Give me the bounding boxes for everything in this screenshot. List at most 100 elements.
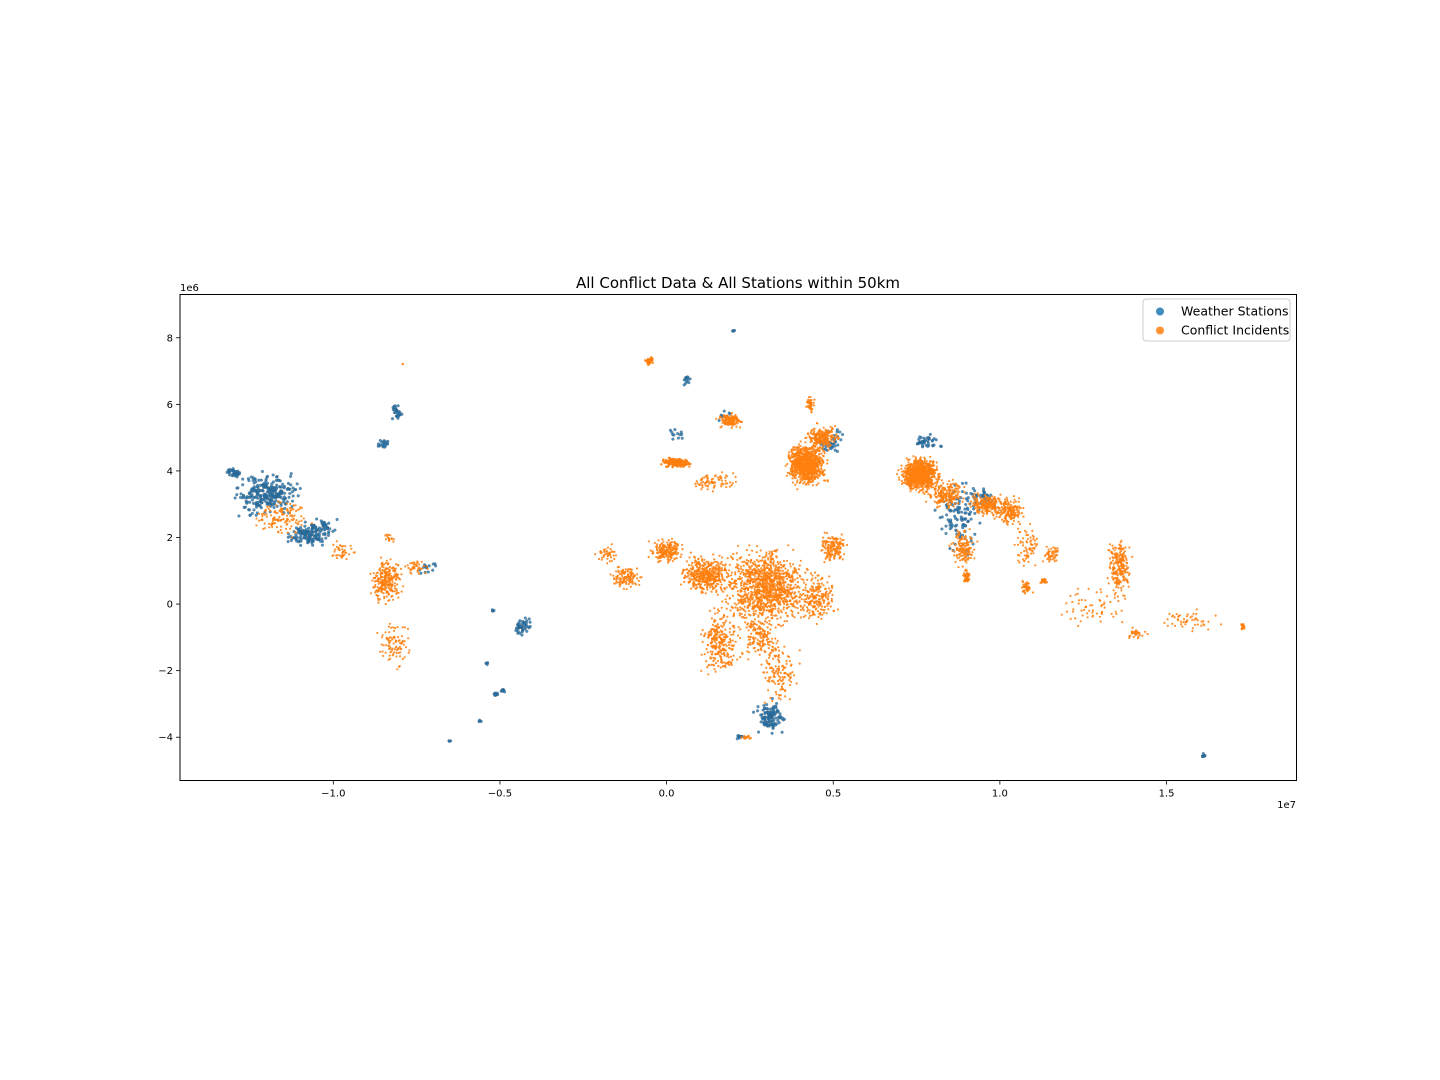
- data-point: [815, 483, 818, 487]
- data-point: [756, 582, 759, 585]
- data-point: [259, 478, 263, 482]
- data-point: [788, 679, 791, 682]
- data-point: [791, 578, 794, 582]
- data-point: [682, 569, 685, 572]
- data-point: [779, 561, 782, 564]
- data-point: [785, 600, 788, 604]
- data-point: [735, 582, 738, 585]
- data-point: [794, 606, 797, 609]
- data-point: [317, 533, 321, 537]
- data-point: [758, 586, 761, 589]
- data-point: [384, 631, 387, 634]
- data-point: [749, 643, 752, 646]
- data-point: [799, 616, 803, 619]
- data-point: [798, 564, 801, 567]
- data-point: [250, 511, 254, 515]
- data-point: [771, 610, 774, 613]
- data-point: [790, 584, 793, 587]
- data-point: [822, 601, 825, 605]
- data-point: [793, 591, 797, 594]
- data-point: [734, 571, 737, 574]
- data-point: [391, 580, 394, 583]
- data-point: [724, 568, 727, 572]
- data-point: [841, 432, 845, 437]
- data-point: [378, 438, 382, 443]
- data-point: [754, 585, 757, 588]
- data-point: [750, 586, 753, 590]
- data-point: [786, 615, 789, 618]
- data-point: [789, 672, 792, 675]
- data-point: [796, 602, 799, 605]
- data-point: [773, 712, 777, 716]
- data-point: [772, 557, 775, 561]
- data-point: [687, 381, 691, 385]
- data-point: [712, 635, 716, 638]
- data-point: [743, 613, 747, 617]
- data-point: [744, 583, 748, 586]
- data-point: [618, 581, 622, 585]
- data-point: [804, 589, 807, 592]
- data-point: [764, 720, 768, 724]
- data-point: [626, 570, 629, 573]
- data-point: [756, 564, 760, 567]
- data-point: [745, 548, 749, 552]
- data-point: [818, 586, 821, 590]
- data-point: [944, 531, 948, 536]
- data-point: [395, 588, 398, 591]
- data-point: [749, 736, 752, 740]
- data-point: [767, 641, 770, 644]
- data-point: [315, 517, 319, 521]
- data-point: [730, 577, 734, 581]
- data-point: [750, 558, 753, 562]
- data-point: [719, 633, 722, 636]
- data-point: [342, 545, 345, 548]
- data-point: [416, 569, 419, 572]
- data-point: [770, 600, 773, 604]
- data-point: [257, 519, 261, 522]
- data-point: [973, 511, 977, 515]
- data-point: [749, 600, 752, 603]
- data-point: [809, 478, 813, 481]
- data-point: [837, 553, 840, 556]
- data-point: [388, 641, 391, 644]
- data-point: [397, 563, 400, 567]
- data-point: [382, 440, 386, 444]
- data-point: [733, 602, 736, 605]
- data-point: [761, 556, 764, 559]
- data-point: [743, 600, 746, 603]
- data-point: [834, 554, 837, 557]
- data-point: [758, 599, 761, 602]
- data-point: [372, 572, 375, 575]
- data-point: [699, 586, 702, 589]
- data-point: [400, 641, 403, 645]
- data-point: [811, 605, 814, 608]
- data-point: [723, 588, 727, 591]
- data-point: [839, 438, 843, 442]
- data-point: [756, 638, 759, 642]
- data-point: [703, 635, 706, 638]
- data-point: [713, 558, 716, 561]
- data-point: [278, 485, 282, 489]
- data-point: [297, 523, 300, 526]
- data-point: [404, 565, 407, 568]
- data-point: [772, 657, 775, 660]
- data-point: [799, 608, 803, 612]
- data-point: [753, 622, 757, 626]
- data-point: [766, 601, 769, 604]
- data-point: [379, 576, 382, 579]
- data-point: [685, 560, 689, 563]
- data-point: [381, 634, 384, 637]
- data-point: [384, 602, 387, 606]
- data-point: [768, 610, 771, 613]
- data-point: [742, 585, 746, 588]
- data-point: [289, 509, 292, 512]
- data-point: [289, 483, 293, 487]
- data-point: [281, 512, 284, 516]
- data-point: [742, 573, 746, 576]
- data-point: [664, 552, 668, 555]
- data-point: [833, 548, 836, 551]
- data-point: [335, 540, 338, 543]
- data-point: [704, 632, 707, 635]
- data-point: [768, 591, 771, 594]
- data-point: [790, 592, 793, 595]
